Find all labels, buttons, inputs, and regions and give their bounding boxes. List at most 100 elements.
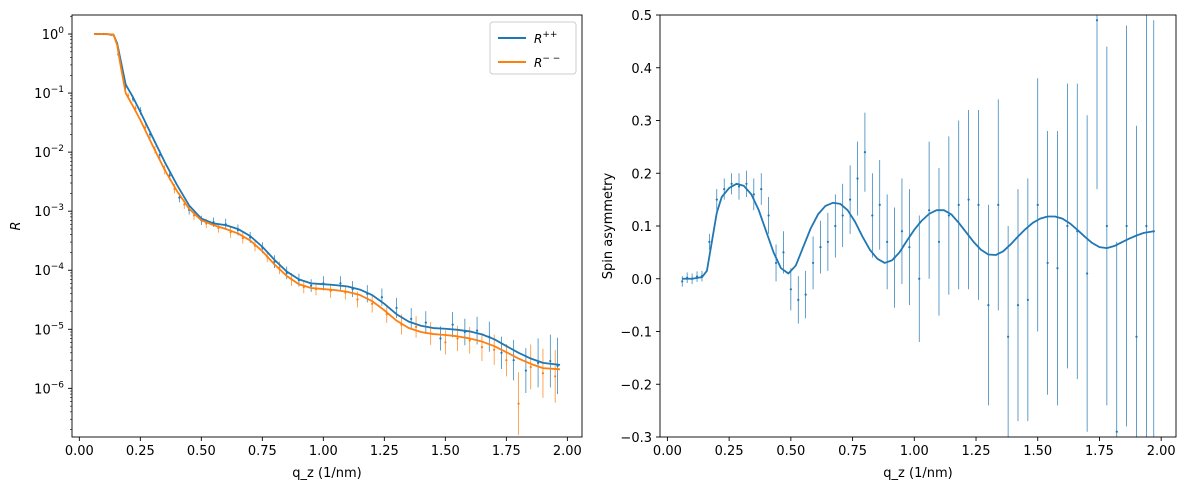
- data-point: [339, 282, 342, 285]
- data-point: [1046, 261, 1049, 265]
- data-point: [380, 296, 384, 299]
- x-tick-label: 1.00: [309, 444, 338, 459]
- x-tick-label: 1.75: [492, 444, 521, 459]
- y-tick-label: −0.1: [620, 326, 652, 341]
- data-point: [178, 196, 181, 199]
- data-point: [811, 261, 815, 265]
- data-point: [708, 240, 711, 243]
- x-tick-label: 0.50: [776, 444, 805, 459]
- data-point: [1026, 298, 1029, 301]
- data-point: [760, 187, 763, 191]
- data-point: [947, 214, 950, 217]
- data-point: [723, 187, 726, 191]
- data-point: [1066, 224, 1069, 228]
- spin-asymmetry-plot: 0.00 0.25 0.50 0.75 1.00 1.25 1.50 1.75 2.00 −0.3…: [601, 9, 1177, 481]
- x-axis-label: q_z (1/nm): [292, 466, 361, 481]
- series-line-2: [93, 33, 561, 371]
- x-tick-label: 2.00: [553, 444, 582, 459]
- x-tick-label: 1.50: [1023, 444, 1052, 459]
- y-tick-label: 10−2: [34, 144, 64, 161]
- series-line-1: [682, 182, 1154, 280]
- legend-box: [489, 21, 577, 75]
- data-point: [834, 224, 837, 228]
- data-point: [826, 240, 829, 243]
- data-point: [500, 351, 503, 354]
- data-point: [536, 361, 540, 364]
- y-tick-label: −0.2: [620, 378, 652, 393]
- data-point: [1115, 430, 1118, 433]
- x-tick-label: 0.00: [65, 444, 94, 459]
- data-point: [715, 198, 718, 201]
- data-point: [782, 251, 785, 254]
- data-point: [1145, 224, 1148, 228]
- x-tick-label: 0.75: [838, 444, 867, 459]
- data-point: [886, 240, 889, 243]
- x-tick-label: 1.25: [962, 444, 991, 459]
- y-tick-label: 10−1: [34, 85, 64, 102]
- x-tick-label: 0.25: [126, 444, 155, 459]
- data-point: [549, 359, 552, 363]
- data-point: [1016, 304, 1020, 307]
- axes-frame: [71, 14, 583, 438]
- x-tick-label: 2.00: [1147, 444, 1176, 459]
- data-point: [468, 339, 471, 342]
- data-point: [789, 288, 792, 291]
- data-point: [900, 230, 904, 233]
- y-tick-label: 0.4: [631, 62, 652, 77]
- y-tick-label: −0.3: [620, 431, 652, 446]
- data-point: [310, 284, 313, 287]
- data-point: [977, 203, 980, 206]
- y-tick-label: 10−4: [34, 262, 64, 279]
- data-point: [908, 246, 911, 249]
- data-point: [878, 203, 881, 206]
- legend-label: R++: [534, 30, 557, 46]
- x-tick-label: 0.00: [653, 444, 682, 459]
- series-line-1: [93, 33, 561, 366]
- data-point: [517, 402, 520, 405]
- y-tick-label: 100: [42, 26, 65, 43]
- y-tick-label: 0.3: [631, 115, 652, 130]
- data-point: [493, 348, 496, 351]
- y-tick-label: 10−5: [34, 321, 64, 338]
- data-point: [819, 246, 822, 249]
- data-point: [410, 317, 413, 320]
- data-point: [745, 182, 748, 185]
- x-tick-label: 1.00: [900, 444, 929, 459]
- data-point: [512, 359, 515, 362]
- data-point: [863, 151, 867, 154]
- y-tick-label: 0.1: [631, 220, 652, 235]
- data-point: [681, 280, 684, 283]
- data-point: [730, 182, 733, 185]
- data-point: [1135, 335, 1138, 338]
- x-tick-label: 0.25: [715, 444, 744, 459]
- data-point: [856, 177, 859, 180]
- y-axis-label: Spin asymmetry: [601, 173, 616, 280]
- data-point: [767, 214, 770, 217]
- data-point: [1007, 335, 1010, 338]
- data-point: [1125, 224, 1128, 228]
- data-point: [439, 337, 442, 340]
- y-tick-label: 10−6: [34, 380, 64, 397]
- data-point: [1036, 203, 1039, 206]
- data-point: [451, 323, 454, 326]
- data-point: [937, 240, 941, 243]
- data-point: [1105, 224, 1108, 228]
- data-point: [1095, 19, 1099, 22]
- data-point: [395, 306, 398, 310]
- data-point: [424, 321, 427, 324]
- y-axis-label: R: [9, 221, 24, 230]
- data-point: [505, 359, 508, 362]
- plot-area: [681, 15, 1155, 437]
- data-point: [841, 214, 844, 217]
- data-point: [774, 261, 778, 265]
- x-tick-label: 0.75: [248, 444, 277, 459]
- data-point: [529, 365, 532, 369]
- data-point: [414, 325, 418, 328]
- data-point: [804, 293, 807, 296]
- data-point: [475, 329, 479, 332]
- y-tick-label: 0.2: [631, 167, 652, 182]
- data-point: [918, 277, 921, 280]
- x-tick-label: 0.50: [187, 444, 216, 459]
- legend-label: R− −: [534, 54, 560, 70]
- data-point: [541, 372, 545, 375]
